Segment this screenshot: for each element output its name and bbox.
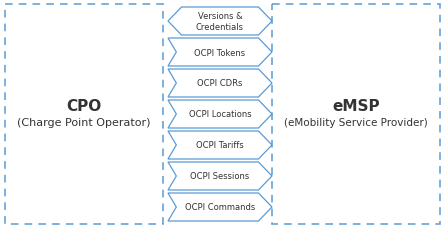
Text: (eMobility Service Provider): (eMobility Service Provider): [284, 117, 428, 128]
Text: Versions &
Credentials: Versions & Credentials: [196, 12, 244, 32]
Polygon shape: [168, 39, 272, 67]
Text: OCPI Commands: OCPI Commands: [185, 203, 255, 212]
Text: OCPI Tariffs: OCPI Tariffs: [196, 141, 244, 150]
Polygon shape: [168, 70, 272, 98]
Polygon shape: [168, 8, 272, 36]
Text: CPO: CPO: [66, 99, 101, 114]
Bar: [5, 5, 163, 224]
Polygon shape: [168, 162, 272, 190]
Text: (Charge Point Operator): (Charge Point Operator): [17, 117, 151, 128]
Polygon shape: [168, 101, 272, 128]
Text: OCPI Locations: OCPI Locations: [189, 110, 251, 119]
Text: eMSP: eMSP: [332, 99, 380, 114]
Text: OCPI CDRs: OCPI CDRs: [197, 79, 243, 88]
Polygon shape: [168, 131, 272, 159]
Text: OCPI Tokens: OCPI Tokens: [194, 48, 246, 57]
Polygon shape: [168, 193, 272, 221]
Bar: [272, 5, 440, 224]
Text: OCPI Sessions: OCPI Sessions: [190, 172, 250, 181]
